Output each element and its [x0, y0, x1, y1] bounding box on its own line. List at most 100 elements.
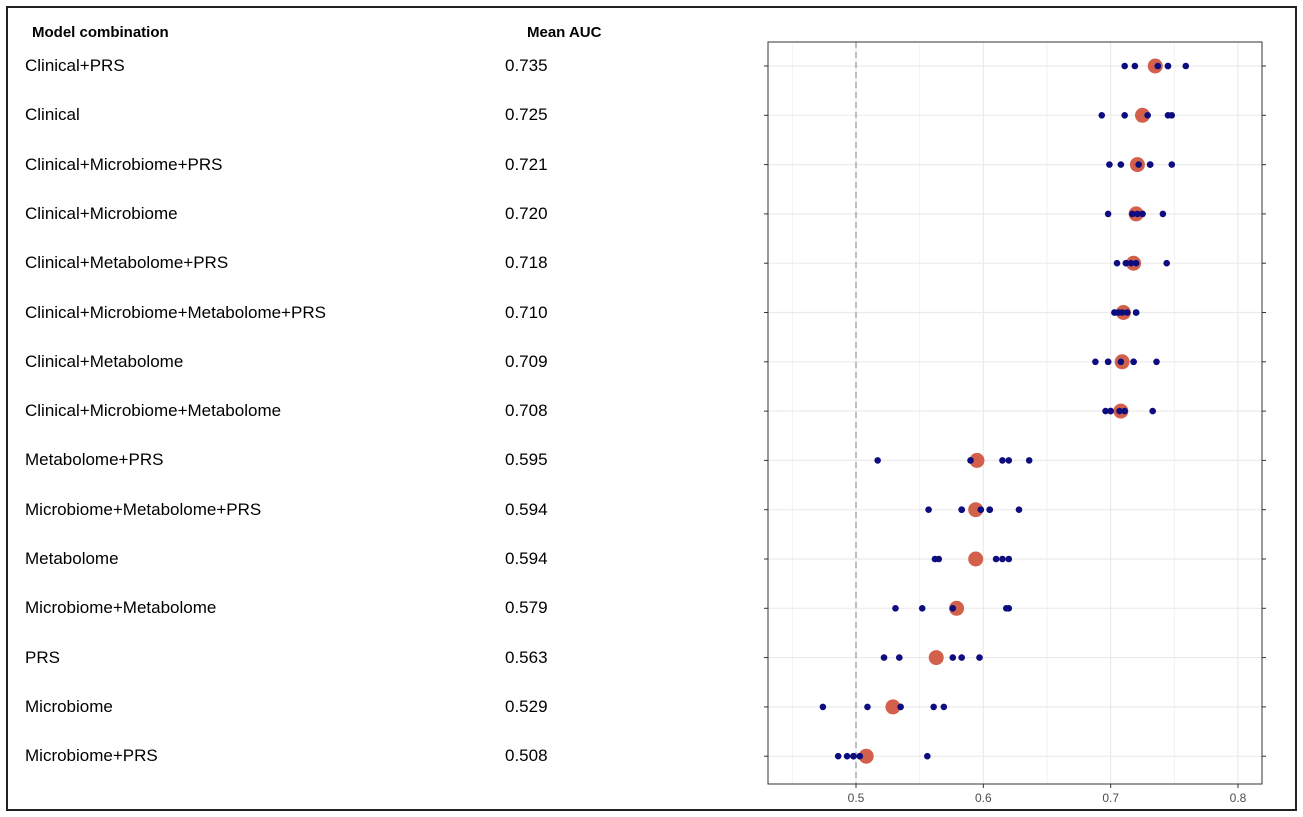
replicate-point: [976, 654, 983, 661]
replicate-point-overlay: [850, 752, 857, 760]
row-mean-auc: 0.718: [505, 253, 548, 273]
replicate-point-overlay: [1123, 309, 1131, 316]
replicate-point-overlay: [856, 752, 864, 760]
replicate-point-overlay: [1118, 309, 1126, 316]
row-label: Clinical+PRS: [25, 56, 125, 75]
row-label: Metabolome+PRS: [25, 450, 164, 470]
replicate-point: [918, 605, 926, 612]
replicate-point-overlay: [986, 506, 993, 513]
replicate-point-overlay: [1134, 210, 1141, 218]
row-label: Microbiome+PRS: [25, 746, 158, 766]
replicate-point: [1131, 62, 1139, 70]
replicate-point: [958, 654, 965, 661]
replicate-point: [1168, 161, 1176, 168]
row-mean-auc: 0.735: [505, 56, 548, 75]
replicate-point: [1182, 62, 1190, 70]
mean-point: [1135, 107, 1150, 123]
replicate-point-overlay: [1116, 407, 1123, 415]
row-label: Microbiome+Metabolome+PRS: [25, 499, 262, 519]
replicate-point: [1005, 457, 1013, 464]
replicate-point: [1025, 457, 1033, 464]
replicate-point-overlay: [1122, 259, 1130, 267]
x-tick-label: 0.5: [848, 791, 865, 805]
replicate-point-overlay: [958, 506, 965, 513]
replicate-point-overlay: [1107, 407, 1114, 415]
replicate-point: [892, 605, 899, 612]
replicate-point: [930, 703, 937, 711]
header-model-combination: Model combination: [32, 24, 169, 41]
row-label: Clinical+Microbiome+PRS: [25, 154, 223, 174]
x-tick-label: 0.6: [975, 791, 992, 805]
replicate-point-overlay: [967, 457, 974, 464]
table-rows: Clinical+PRS 0.735 Clinical 0.725 Clinical+M…: [25, 56, 548, 766]
replicate-point: [1121, 62, 1128, 70]
row-mean-auc: 0.594: [505, 549, 548, 568]
replicate-point: [999, 555, 1006, 563]
row-mean-auc: 0.508: [505, 746, 548, 766]
replicate-point: [864, 703, 871, 711]
header-mean-auc: Mean AUC: [527, 24, 602, 41]
replicate-point-overlay: [897, 703, 904, 711]
row-label: Metabolome: [25, 549, 119, 568]
replicate-point: [935, 555, 943, 563]
replicate-point: [1163, 259, 1170, 267]
replicate-point: [1092, 358, 1099, 366]
replicate-point-overlay: [977, 506, 985, 513]
replicate-point: [1117, 161, 1125, 168]
replicate-point: [924, 752, 931, 760]
replicate-point-overlay: [1132, 309, 1140, 316]
row-mean-auc: 0.595: [505, 450, 548, 470]
mean-point: [885, 699, 901, 715]
replicate-point: [834, 752, 842, 760]
row-label: Clinical: [25, 105, 80, 125]
replicate-point-overlay: [1135, 161, 1142, 168]
replicate-point: [1106, 161, 1113, 168]
plot-border: [767, 41, 1263, 785]
mean-point: [928, 650, 944, 666]
replicate-point-overlay: [1144, 112, 1151, 119]
replicate-point: [992, 555, 1000, 563]
replicate-point: [1159, 210, 1167, 218]
replicate-point: [819, 703, 827, 711]
replicate-point: [925, 506, 932, 513]
row-mean-auc: 0.725: [505, 105, 548, 125]
replicate-point: [1168, 112, 1176, 119]
row-label: Clinical+Microbiome: [25, 203, 178, 223]
replicate-point: [895, 654, 903, 661]
replicate-point: [874, 457, 881, 464]
row-label: Clinical+Microbiome+Metabolome+PRS: [25, 302, 326, 322]
replicate-point-overlay: [1132, 259, 1140, 267]
row-label: Microbiome: [25, 696, 113, 716]
mean-point: [968, 551, 984, 567]
plot-panel: [768, 42, 1262, 784]
row-label: Clinical+Metabolome: [25, 351, 184, 371]
row-mean-auc: 0.720: [505, 203, 548, 223]
replicate-point-overlay: [1121, 407, 1128, 415]
replicate-point-overlay: [1130, 358, 1137, 366]
mean-point: [969, 452, 985, 468]
row-mean-auc: 0.529: [505, 696, 548, 716]
row-label: PRS: [25, 647, 60, 667]
row-mean-auc: 0.579: [505, 598, 548, 618]
row-label: Clinical+Microbiome+Metabolome: [25, 401, 282, 421]
replicate-point-overlay: [1139, 210, 1146, 218]
replicate-point-overlay: [1104, 358, 1112, 366]
replicate-point-overlay: [1146, 161, 1154, 168]
row-mean-auc: 0.709: [505, 351, 548, 371]
replicate-point: [940, 703, 948, 711]
replicate-point: [1121, 112, 1128, 119]
replicate-point-overlay: [1164, 62, 1172, 70]
x-tick-label: 0.7: [1102, 791, 1119, 805]
replicate-point: [843, 752, 851, 760]
row-label: Clinical+Metabolome+PRS: [25, 253, 229, 273]
replicate-point: [949, 654, 957, 661]
replicate-point-overlay: [949, 605, 957, 612]
replicate-point: [880, 654, 888, 661]
mean-point: [968, 502, 984, 518]
replicate-point: [1102, 407, 1109, 415]
replicate-point: [1005, 605, 1013, 612]
x-tick-label: 0.8: [1230, 791, 1247, 805]
row-mean-auc: 0.594: [505, 499, 548, 519]
replicate-point: [1149, 407, 1156, 415]
